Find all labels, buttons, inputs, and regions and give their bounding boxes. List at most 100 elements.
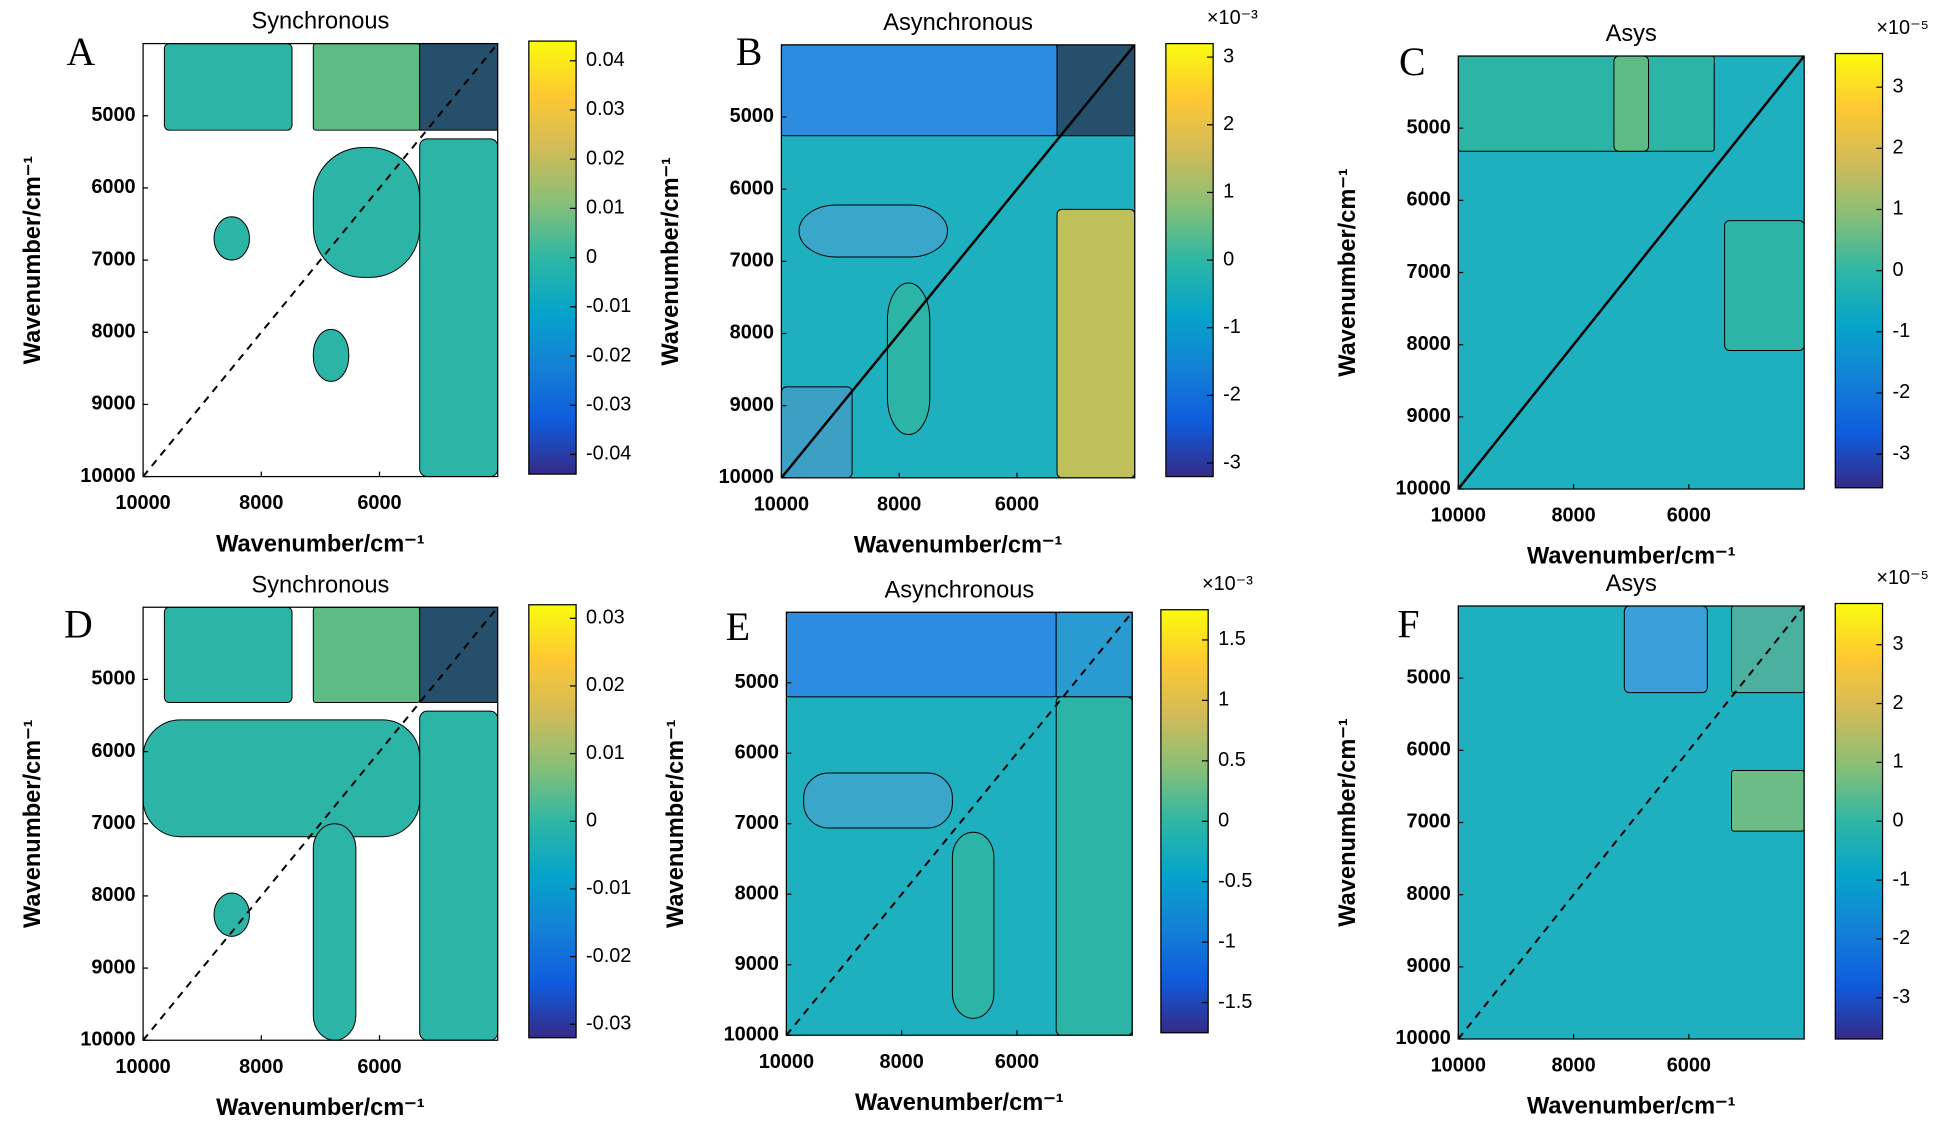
x-tick-label: 8000 <box>880 1051 924 1073</box>
contour-region <box>213 216 250 261</box>
colorbar-tick-label: -0.02 <box>586 344 631 366</box>
colorbar-tick-label: 1 <box>1893 751 1904 773</box>
x-tick-label: 6000 <box>357 492 401 514</box>
colorbar-tick-label: 1 <box>1893 198 1904 220</box>
y-tick-label: 9000 <box>735 953 779 975</box>
y-tick-label: 10000 <box>1395 477 1450 499</box>
x-tick-label: 6000 <box>1667 1055 1711 1077</box>
contour-region <box>163 43 293 131</box>
colorbar-exponent: ×10⁻³ <box>1207 7 1258 29</box>
contour-region <box>419 138 498 477</box>
panel-letter: B <box>736 30 763 74</box>
colorbar-tick-label: 0.03 <box>586 607 625 629</box>
y-axis-label: Wavenumber/cm⁻¹ <box>1335 168 1361 377</box>
y-tick-label: 7000 <box>735 812 779 834</box>
y-tick-label: 10000 <box>724 1024 779 1046</box>
panel: 10000 8000 6000 5000 6000 7000 8000 9000 10000 Sy… <box>20 9 632 558</box>
colorbar-tick-label: 0.01 <box>586 742 625 764</box>
contour-region <box>1724 220 1805 351</box>
panel-letter: D <box>64 603 93 647</box>
y-tick-label: 7000 <box>730 250 774 272</box>
contour-region <box>163 607 293 703</box>
y-axis-label: Wavenumber/cm⁻¹ <box>658 157 684 366</box>
colorbar-tick-label: -2 <box>1223 384 1241 406</box>
colorbar-tick-label: 0 <box>1893 810 1904 832</box>
contour-region <box>786 612 1057 698</box>
contour-region <box>803 772 953 829</box>
panel: 10000 8000 6000 5000 6000 7000 8000 9000 10000 As… <box>1335 17 1929 570</box>
y-tick-label: 9000 <box>730 394 774 416</box>
diagonal <box>143 607 498 1041</box>
title: Synchronous <box>251 9 389 35</box>
y-tick-label: 10000 <box>80 1028 135 1050</box>
y-tick-label: 5000 <box>91 668 135 690</box>
panel: 10000 8000 6000 5000 6000 7000 8000 9000 10000 As… <box>663 573 1253 1116</box>
panel-letter: F <box>1397 603 1419 647</box>
contour-region <box>1623 605 1708 694</box>
y-tick-label: 8000 <box>91 321 135 343</box>
field <box>143 43 498 477</box>
colorbar-tick-label: 0 <box>1893 259 1904 281</box>
colorbar-tick-label: -2 <box>1893 381 1911 403</box>
y-tick-label: 6000 <box>1407 189 1451 211</box>
diagonal <box>143 43 498 477</box>
contour-region <box>1731 770 1805 832</box>
x-axis-label: Wavenumber/cm⁻¹ <box>854 533 1063 559</box>
diagonal <box>1458 605 1805 1039</box>
colorbar-tick-label: 0.01 <box>586 197 625 219</box>
x-tick-label: 10000 <box>759 1051 814 1073</box>
x-tick-label: 8000 <box>877 493 921 515</box>
colorbar-tick-label: -1 <box>1218 930 1236 952</box>
panel-letter: C <box>1399 40 1426 84</box>
y-tick-label: 10000 <box>719 466 774 488</box>
x-tick-label: 6000 <box>995 493 1039 515</box>
y-tick-label: 8000 <box>91 884 135 906</box>
colorbar-tick-label: 0 <box>586 810 597 832</box>
x-tick-label: 8000 <box>239 492 283 514</box>
colorbar-tick-label: -1.5 <box>1218 991 1252 1013</box>
contour-region <box>143 719 421 838</box>
y-tick-label: 10000 <box>1395 1027 1450 1049</box>
contour-region <box>1055 696 1133 1036</box>
y-tick-label: 8000 <box>735 882 779 904</box>
y-tick-label: 8000 <box>1407 883 1451 905</box>
contour-region <box>951 831 995 1019</box>
contour-region <box>312 43 421 131</box>
y-tick-label: 9000 <box>91 956 135 978</box>
contour-region <box>419 43 498 131</box>
y-tick-label: 6000 <box>730 177 774 199</box>
diagonal <box>1458 56 1805 490</box>
colorbar-tick-label: -3 <box>1223 451 1241 473</box>
colorbar-tick-label: 1 <box>1218 689 1229 711</box>
colorbar-tick-label: 0 <box>1223 248 1234 270</box>
colorbar-tick-label: 0.02 <box>586 674 625 696</box>
title: Asys <box>1606 21 1657 47</box>
x-tick-label: 10000 <box>115 492 170 514</box>
y-tick-label: 6000 <box>91 176 135 198</box>
colorbar-tick-label: -1 <box>1893 320 1911 342</box>
colorbar-tick-label: 2 <box>1893 137 1904 159</box>
colorbar-tick-label: -0.03 <box>586 1012 631 1034</box>
colorbar-exponent: ×10⁻⁵ <box>1876 567 1929 589</box>
colorbar-tick-label: -2 <box>1893 927 1911 949</box>
y-tick-label: 7000 <box>1407 261 1451 283</box>
colorbar-tick-label: -1 <box>1223 316 1241 338</box>
field <box>781 44 1135 478</box>
x-axis-label: Wavenumber/cm⁻¹ <box>1527 1094 1736 1120</box>
y-tick-label: 10000 <box>80 465 135 487</box>
y-tick-label: 6000 <box>1407 739 1451 761</box>
x-axis-label: Wavenumber/cm⁻¹ <box>855 1090 1064 1116</box>
colorbar-tick-label: 0.5 <box>1218 749 1246 771</box>
colorbar-tick-label: 3 <box>1223 45 1234 67</box>
colorbar-tick-label: -3 <box>1893 442 1911 464</box>
title: Synchronous <box>251 572 389 598</box>
colorbar-tick-label: -0.03 <box>586 393 631 415</box>
y-tick-label: 9000 <box>1407 405 1451 427</box>
colorbar <box>528 40 577 475</box>
x-tick-label: 8000 <box>1551 505 1595 527</box>
y-tick-label: 5000 <box>735 671 779 693</box>
colorbar-tick-label: -3 <box>1893 986 1911 1008</box>
colorbar <box>1834 602 1884 1040</box>
y-tick-label: 7000 <box>91 812 135 834</box>
x-axis-label: Wavenumber/cm⁻¹ <box>216 531 425 557</box>
